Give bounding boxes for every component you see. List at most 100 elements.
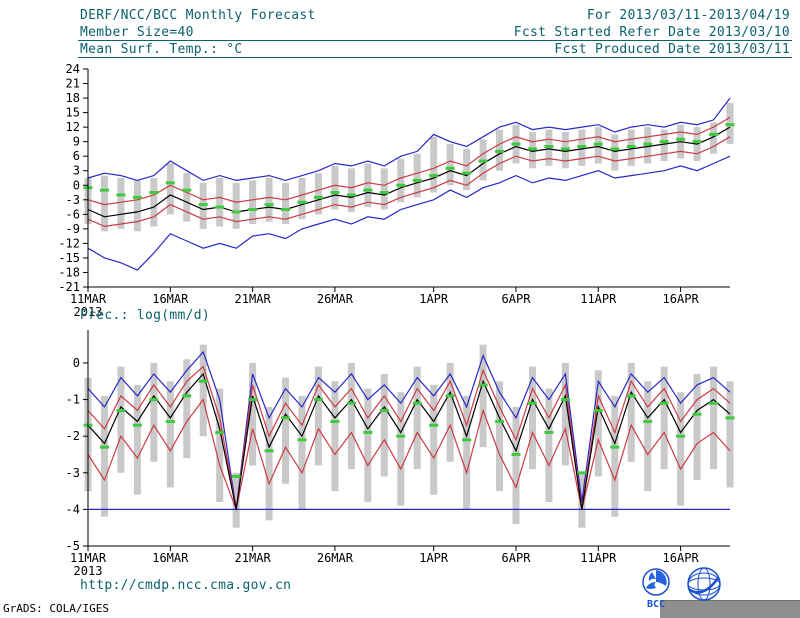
member-size-label: Member Size=40 bbox=[80, 25, 194, 40]
x-tick-label: 16MAR bbox=[152, 551, 189, 565]
y-tick-label: -4 bbox=[66, 502, 80, 516]
ensemble-spread-bar bbox=[314, 366, 322, 466]
ensemble-spread-bar bbox=[364, 388, 372, 503]
ensemble-spread-bar bbox=[726, 381, 734, 488]
x-tick-label: 1APR bbox=[419, 292, 449, 306]
ensemble-spread-bar bbox=[249, 180, 257, 225]
ensemble-spread-bar bbox=[216, 178, 224, 227]
x-tick-label: 11MAR bbox=[70, 551, 107, 565]
y-tick-label: 12 bbox=[66, 120, 80, 134]
ensemble-spread-bar bbox=[611, 395, 619, 517]
y-tick-label: -6 bbox=[66, 207, 80, 221]
ensemble-spread-bar bbox=[710, 366, 718, 470]
ensemble-spread-bar bbox=[199, 344, 207, 437]
series-lower-quartile bbox=[87, 136, 731, 228]
temperature-plume-chart: 24211815129630-3-6-9-12-15-18-2111MAR201… bbox=[58, 62, 735, 318]
ensemble-spread-bar bbox=[446, 362, 454, 462]
website-url: http://cmdp.ncc.cma.gov.cn bbox=[80, 578, 292, 593]
window-corner-artifact bbox=[660, 600, 800, 618]
ensemble-spread-bar bbox=[380, 168, 388, 210]
ensemble-spread-bar bbox=[265, 178, 273, 222]
y-tick-label: -3 bbox=[66, 193, 80, 207]
series-lower-quartile bbox=[87, 398, 731, 512]
bcc-logo-label: BCC bbox=[647, 599, 665, 610]
ensemble-spread-bar bbox=[183, 173, 191, 222]
y-tick-label: -18 bbox=[58, 265, 80, 279]
x-tick-label: 1APR bbox=[419, 551, 449, 565]
x-tick-label: 11APR bbox=[580, 292, 617, 306]
ensemble-spread-bar bbox=[282, 377, 290, 484]
y-tick-label: 18 bbox=[66, 91, 80, 105]
ensemble-spread-bar bbox=[479, 344, 487, 448]
ensemble-spread-bar bbox=[380, 373, 388, 477]
ensemble-spread-bar bbox=[397, 392, 405, 506]
ensemble-spread-bar bbox=[282, 182, 290, 225]
ensemble-spread-bar bbox=[347, 362, 355, 470]
ensemble-spread-bar bbox=[496, 381, 504, 492]
y-tick-label: 0 bbox=[73, 178, 80, 192]
ensemble-spread-bar bbox=[331, 381, 339, 492]
ensemble-spread-bar bbox=[463, 148, 471, 191]
cma-logo-icon bbox=[687, 567, 721, 601]
ensemble-spread-bar bbox=[166, 381, 174, 488]
y-tick-label: 15 bbox=[66, 106, 80, 120]
ensemble-spread-bar bbox=[117, 178, 125, 229]
ensemble-spread-bar bbox=[446, 144, 454, 186]
x-tick-label: 16MAR bbox=[152, 292, 189, 306]
y-tick-label: -2 bbox=[66, 429, 80, 443]
ensemble-spread-bar bbox=[594, 370, 602, 477]
ensemble-spread-bar bbox=[133, 180, 141, 232]
y-tick-label: 9 bbox=[73, 135, 80, 149]
y-tick-label: -1 bbox=[66, 393, 80, 407]
x-tick-label: 21MAR bbox=[235, 551, 272, 565]
ensemble-spread-bar bbox=[314, 173, 322, 215]
ensemble-spread-bar bbox=[232, 182, 240, 229]
ensemble-spread-bar bbox=[660, 366, 668, 470]
ensemble-spread-bar bbox=[611, 134, 619, 171]
x-tick-label: 26MAR bbox=[317, 551, 354, 565]
agency-logos: BCC bbox=[642, 567, 721, 610]
ensemble-spread-bar bbox=[397, 158, 405, 203]
header-divider-1 bbox=[78, 40, 792, 41]
bcc-logo-icon bbox=[642, 568, 670, 596]
y-tick-label: -15 bbox=[58, 251, 80, 265]
ensemble-spread-bar bbox=[710, 122, 718, 154]
ensemble-spread-bar bbox=[413, 366, 421, 470]
forecast-range-label: For 2013/03/11-2013/04/19 bbox=[586, 8, 790, 23]
ensemble-spread-bar bbox=[216, 388, 224, 503]
series-ensemble-max bbox=[87, 350, 731, 510]
fcst-refer-date-label: Fcst Started Refer Date 2013/03/10 bbox=[513, 25, 790, 40]
x-tick-label: 26MAR bbox=[317, 292, 354, 306]
temp-chart-title: Mean Surf. Temp.: °C bbox=[80, 42, 243, 57]
y-tick-label: -3 bbox=[66, 466, 80, 480]
ensemble-spread-bar bbox=[364, 163, 372, 208]
y-tick-label: 0 bbox=[73, 356, 80, 370]
x-tick-label: 16APR bbox=[663, 292, 700, 306]
page-title: DERF/NCC/BCC Monthly Forecast bbox=[80, 8, 316, 23]
ensemble-spread-bar bbox=[133, 384, 141, 495]
x-tick-label: 21MAR bbox=[235, 292, 272, 306]
ensemble-spread-bar bbox=[545, 388, 553, 503]
series-ensemble-mean bbox=[87, 126, 731, 218]
ensemble-spread-bar bbox=[298, 178, 306, 220]
ensemble-spread-bar bbox=[693, 373, 701, 481]
series-ensemble-min bbox=[87, 155, 731, 271]
y-tick-label: 3 bbox=[73, 164, 80, 178]
ensemble-spread-bar bbox=[430, 384, 438, 495]
x-year-label: 2013 bbox=[74, 305, 103, 318]
ensemble-spread-bar bbox=[561, 362, 569, 466]
x-year-label: 2013 bbox=[74, 564, 103, 578]
ensemble-spread-bar bbox=[512, 406, 520, 525]
y-tick-label: -12 bbox=[58, 236, 80, 250]
ensemble-spread-bar bbox=[298, 395, 306, 510]
x-tick-label: 16APR bbox=[663, 551, 700, 565]
ensemble-spread-bar bbox=[677, 392, 685, 506]
series-ensemble-mean bbox=[87, 372, 731, 510]
y-tick-label: -5 bbox=[66, 539, 80, 553]
ensemble-spread-bar bbox=[331, 165, 339, 210]
y-tick-label: 6 bbox=[73, 149, 80, 163]
ensemble-spread-bar bbox=[166, 163, 174, 215]
header-divider-2 bbox=[78, 57, 792, 58]
